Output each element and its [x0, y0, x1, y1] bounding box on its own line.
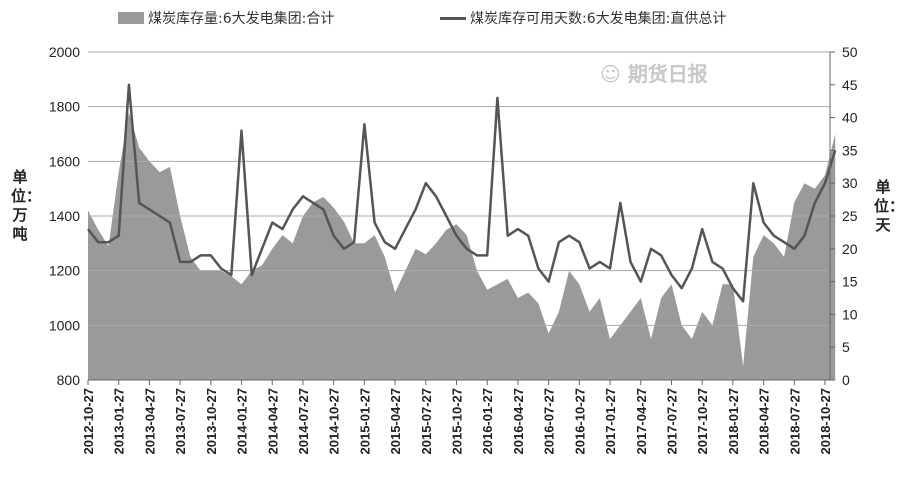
x-tick-label: 2012-10-27 [81, 388, 96, 455]
days-line [87, 83, 837, 303]
x-tick-label: 2017-01-27 [603, 388, 618, 455]
legend-item-days: 煤炭库存可用天数:6大发电集团:直供总计 [440, 8, 726, 28]
x-tick-label: 2017-07-27 [664, 388, 679, 455]
legend-swatch-line [440, 16, 466, 20]
x-tick-label: 2014-07-27 [296, 388, 311, 455]
legend-swatch-area [118, 12, 144, 24]
watermark-text: 期货日报 [627, 62, 708, 86]
x-tick-label: 2013-04-27 [142, 388, 157, 455]
legend-item-inventory: 煤炭库存量:6大发电集团:合计 [118, 8, 334, 28]
right-tick-label: 0 [842, 372, 850, 388]
x-tick-label: 2018-01-27 [726, 388, 741, 455]
left-tick-label: 1200 [49, 263, 80, 279]
x-tick-label: 2018-04-27 [757, 388, 772, 455]
x-tick-label: 2014-01-27 [235, 388, 250, 455]
x-tick-label: 2013-01-27 [112, 388, 127, 455]
x-tick-label: 2014-04-27 [265, 388, 280, 455]
right-tick-label: 30 [842, 175, 858, 191]
right-tick-label: 5 [842, 339, 850, 355]
inventory-area [88, 112, 836, 380]
right-tick-label: 50 [842, 44, 858, 60]
x-tick-label: 2013-07-27 [173, 388, 188, 455]
right-tick-label: 40 [842, 110, 858, 126]
x-tick-label: 2013-10-27 [204, 388, 219, 455]
x-tick-label: 2015-04-27 [388, 388, 403, 455]
right-tick-label: 25 [842, 208, 858, 224]
x-tick-label: 2016-07-27 [542, 388, 557, 455]
legend-label-inventory: 煤炭库存量:6大发电集团:合计 [148, 11, 335, 27]
x-tick-label: 2016-10-27 [572, 388, 587, 455]
right-tick-label: 20 [842, 241, 858, 257]
x-tick-label: 2014-10-27 [327, 388, 342, 455]
x-tick-label: 2015-07-27 [419, 388, 434, 455]
left-tick-label: 1400 [49, 208, 80, 224]
left-tick-label: 2000 [49, 44, 80, 60]
x-tick-label: 2018-10-27 [818, 388, 833, 455]
legend-label-days: 煤炭库存可用天数:6大发电集团:直供总计 [470, 11, 727, 27]
right-tick-label: 45 [842, 77, 858, 93]
x-tick-label: 2016-04-27 [511, 388, 526, 455]
right-tick-label: 35 [842, 142, 858, 158]
x-tick-label: 2018-07-27 [787, 388, 802, 455]
watermark: ☺ 期货日报 [600, 62, 708, 86]
x-tick-label: 2015-01-27 [357, 388, 372, 455]
left-tick-label: 1800 [49, 99, 80, 115]
left-tick-label: 1600 [49, 153, 80, 169]
x-tick-label: 2017-04-27 [634, 388, 649, 455]
left-tick-label: 800 [57, 372, 81, 388]
x-tick-label: 2016-01-27 [480, 388, 495, 455]
left-tick-label: 1000 [49, 317, 80, 333]
x-tick-label: 2017-10-27 [695, 388, 710, 455]
x-tick-label: 2015-10-27 [450, 388, 465, 455]
right-tick-label: 15 [842, 274, 858, 290]
right-tick-label: 10 [842, 306, 858, 322]
